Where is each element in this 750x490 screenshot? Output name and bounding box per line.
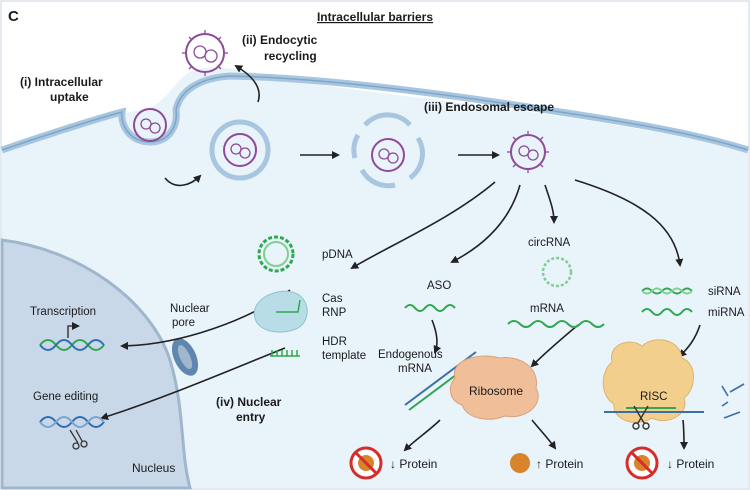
sirna-strand2-icon <box>641 287 693 295</box>
pdna-icon <box>257 235 295 273</box>
lnp-released-icon <box>507 131 549 173</box>
step-recycling-line1: (ii) Endocytic <box>242 33 318 47</box>
mirna-strand-icon <box>641 308 693 316</box>
cytoplasm <box>2 67 748 488</box>
label-endogenous-line1: Endogenous <box>378 349 443 361</box>
label-mrna: mRNA <box>530 303 564 315</box>
step-recycling-line2: recycling <box>264 49 317 63</box>
forbidden-protein-aso-icon <box>349 446 383 480</box>
forbidden-protein-sirna-icon <box>625 446 659 480</box>
label-transcription: Transcription <box>30 306 96 318</box>
sirna-strand-icon <box>641 287 693 295</box>
label-risc: RISC <box>640 391 667 403</box>
step-nuclear-line1: (iv) Nuclear <box>216 395 282 409</box>
label-cas-line2: RNP <box>322 307 347 319</box>
step-uptake-line1: (i) Intracellular <box>20 75 103 89</box>
label-pdna: pDNA <box>322 249 353 261</box>
step-uptake-line2: uptake <box>50 90 89 104</box>
gene-editing-dna-icon <box>39 416 105 428</box>
cas-rnp-icon <box>253 290 308 333</box>
broken-endosome-icon <box>351 112 425 189</box>
step-nuclear-line2: entry <box>236 410 266 424</box>
label-nucleus: Nucleus <box>132 461 175 475</box>
lnp-spikes <box>182 30 228 76</box>
outcome-aso-protein: ↓ Protein <box>390 457 437 471</box>
outcome-mrna-protein: ↑ Protein <box>536 457 583 471</box>
label-mirna: miRNA <box>708 307 745 319</box>
nuclear-pore-icon <box>171 338 199 376</box>
outcome-sirna-protein: ↓ Protein <box>667 457 714 471</box>
risc-icon <box>602 339 694 423</box>
transcription-dna-icon <box>39 322 105 351</box>
ribosome-icon <box>449 355 539 420</box>
label-hdr-line1: HDR <box>322 336 347 348</box>
diagram-title: Intracellular barriers <box>317 10 433 24</box>
cleaved-fragments-icon <box>721 383 745 419</box>
label-nuclear-pore-line1: Nuclear <box>170 303 210 315</box>
label-aso: ASO <box>427 280 451 292</box>
circrna-icon <box>541 256 573 288</box>
panel-letter: C <box>8 8 19 25</box>
gene-editing-scissors-icon <box>69 429 88 450</box>
plasma-membrane-inner <box>1 75 749 151</box>
label-cas-line1: Cas <box>322 293 343 305</box>
hdr-template-icon <box>270 350 300 357</box>
step-escape: (iii) Endosomal escape <box>424 100 554 114</box>
label-gene-editing: Gene editing <box>33 391 98 403</box>
label-hdr-line2: template <box>322 350 366 362</box>
endosome-icon <box>209 119 271 181</box>
label-sirna: siRNA <box>708 286 741 298</box>
label-nuclear-pore-line2: pore <box>172 317 195 329</box>
label-circrna: circRNA <box>528 237 570 249</box>
mrna-strand-icon <box>507 320 605 328</box>
lnp-recycled-icon <box>182 30 228 76</box>
scissors-icon <box>632 405 650 430</box>
lnp-uptake-icon <box>133 108 167 142</box>
protein-icon <box>510 453 530 473</box>
risc-target-mrna-icon <box>604 407 704 413</box>
aso-strand-icon <box>404 304 456 312</box>
label-endogenous-line2: mRNA <box>398 363 432 375</box>
label-ribosome: Ribosome <box>469 384 523 398</box>
